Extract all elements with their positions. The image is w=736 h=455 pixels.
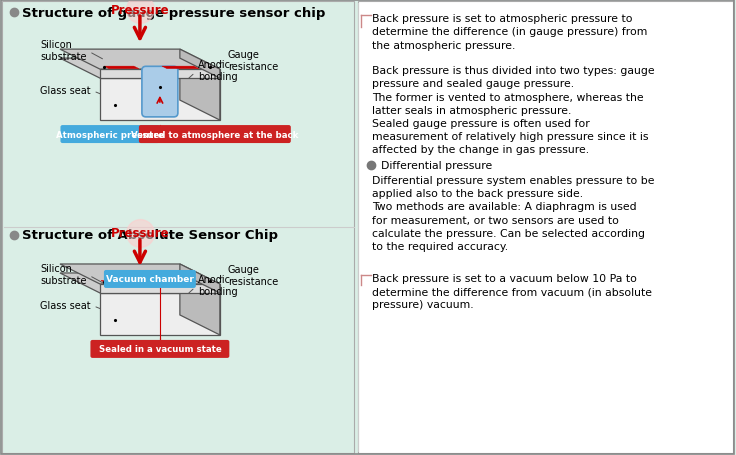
Text: Pressure: Pressure	[110, 227, 169, 240]
Polygon shape	[60, 59, 220, 79]
Text: Back pressure is set to a vacuum below 10 Pa to
determine the difference from va: Back pressure is set to a vacuum below 1…	[372, 273, 652, 310]
Text: Anodic
bonding: Anodic bonding	[189, 274, 238, 296]
Polygon shape	[60, 273, 220, 293]
Text: Structure of Absolute Sensor Chip: Structure of Absolute Sensor Chip	[22, 229, 278, 242]
Polygon shape	[100, 79, 220, 121]
FancyBboxPatch shape	[60, 126, 160, 144]
Polygon shape	[104, 67, 139, 70]
Polygon shape	[161, 281, 194, 283]
Polygon shape	[60, 264, 220, 284]
FancyBboxPatch shape	[142, 67, 178, 117]
Text: Back pressure is set to atmospheric pressure to
determine the difference (in gau: Back pressure is set to atmospheric pres…	[372, 14, 647, 51]
Text: Differential pressure system enables pressure to be
applied also to the back pre: Differential pressure system enables pre…	[372, 176, 654, 252]
Polygon shape	[60, 50, 220, 70]
Polygon shape	[100, 284, 220, 293]
Text: Glass seat: Glass seat	[40, 86, 100, 96]
Text: Gauge
resistance: Gauge resistance	[219, 50, 278, 71]
Text: Atmospheric pressure: Atmospheric pressure	[56, 130, 164, 139]
Polygon shape	[162, 67, 199, 70]
Polygon shape	[180, 264, 220, 293]
Text: Glass seat: Glass seat	[40, 300, 100, 310]
FancyBboxPatch shape	[91, 340, 230, 358]
Polygon shape	[100, 293, 220, 335]
Polygon shape	[180, 273, 220, 335]
Text: Differential pressure: Differential pressure	[381, 161, 492, 171]
Text: Pressure: Pressure	[110, 4, 169, 17]
Polygon shape	[101, 281, 133, 283]
Text: Anodic
bonding: Anodic bonding	[189, 60, 238, 81]
Text: Structure of gauge pressure sensor chip: Structure of gauge pressure sensor chip	[22, 7, 325, 20]
FancyBboxPatch shape	[358, 2, 734, 453]
Text: Silicon
substrate: Silicon substrate	[40, 263, 102, 285]
Polygon shape	[180, 50, 220, 79]
Polygon shape	[180, 59, 220, 121]
FancyBboxPatch shape	[104, 270, 196, 288]
Polygon shape	[100, 70, 220, 79]
Text: Sealed in a vacuum state: Sealed in a vacuum state	[99, 344, 222, 354]
Polygon shape	[122, 276, 192, 283]
FancyBboxPatch shape	[139, 126, 291, 144]
FancyBboxPatch shape	[2, 2, 354, 453]
Text: Silicon
substrate: Silicon substrate	[40, 40, 102, 62]
Text: Vented to atmosphere at the back: Vented to atmosphere at the back	[131, 130, 299, 139]
Text: Back pressure is thus divided into two types: gauge
pressure and sealed gauge pr: Back pressure is thus divided into two t…	[372, 66, 654, 155]
Text: Gauge
resistance: Gauge resistance	[219, 264, 278, 286]
Text: Vacuum chamber: Vacuum chamber	[106, 275, 194, 284]
